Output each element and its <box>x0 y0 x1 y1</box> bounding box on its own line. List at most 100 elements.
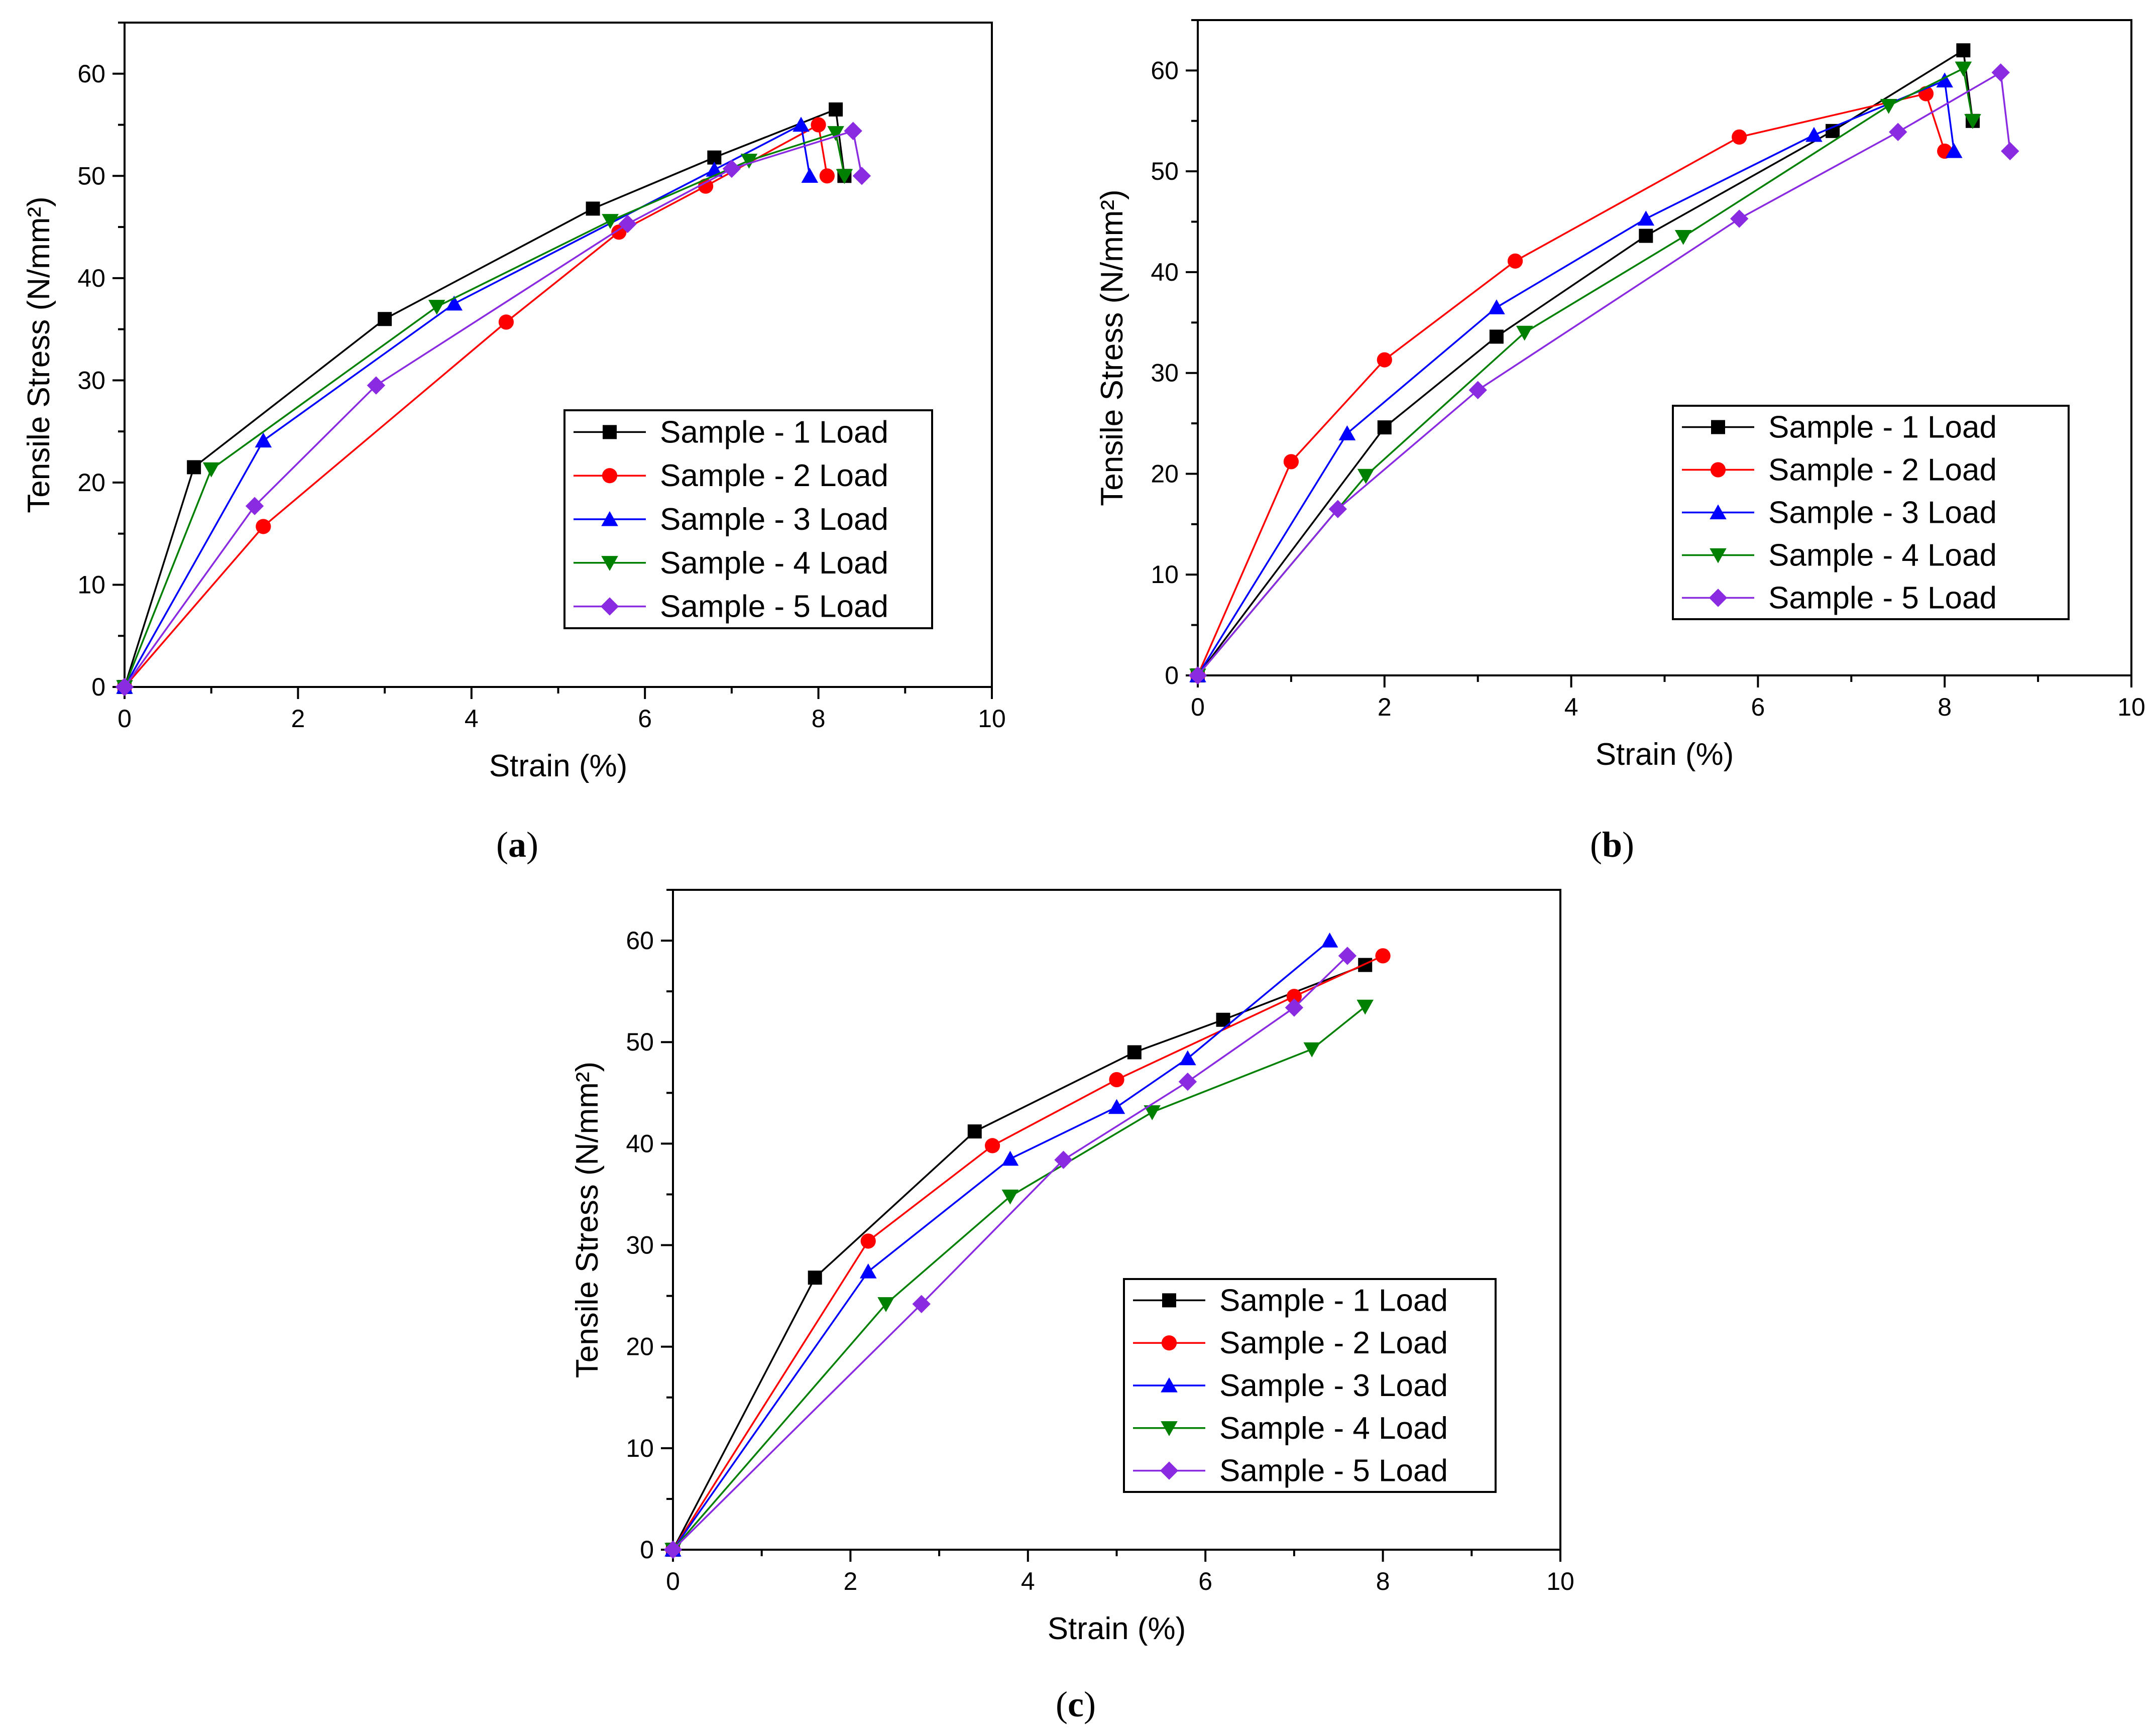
legend: Sample - 1 Load Sample - 2 Load Sample - 3… <box>1672 405 2070 620</box>
x-tick-label: 0 <box>666 1567 680 1595</box>
y-tick-label: 40 <box>77 264 105 292</box>
y-axis-label: Tensile Stress (N/mm²) <box>22 196 56 513</box>
data-point <box>2001 142 2019 161</box>
data-point <box>1488 299 1505 314</box>
data-point <box>1964 114 1981 129</box>
legend-marker <box>1161 1377 1178 1393</box>
data-point <box>1179 1050 1196 1066</box>
x-tick-label: 8 <box>1938 693 1952 721</box>
data-point <box>1144 1105 1161 1120</box>
x-tick-label: 6 <box>1751 693 1765 721</box>
legend: Sample - 1 Load Sample - 2 Load Sample - 3… <box>1123 1278 1497 1493</box>
data-point <box>1338 947 1357 965</box>
data-point <box>1956 43 1971 58</box>
y-tick-label: 20 <box>77 469 105 497</box>
data-point <box>829 102 843 117</box>
data-point <box>792 117 810 132</box>
data-point <box>1637 210 1655 226</box>
data-point <box>256 519 271 534</box>
y-tick-label: 50 <box>77 162 105 190</box>
data-point <box>819 168 835 184</box>
data-point <box>1357 469 1375 484</box>
data-point <box>1639 228 1653 243</box>
data-point <box>1880 98 1897 114</box>
chart-panel-c: 0 2 4 6 8 10 0 10 20 30 40 50 60 Strain (%) Tensile St… <box>570 889 1574 1724</box>
legend-entry: Sample - 1 Load <box>1219 1283 1448 1318</box>
x-tick-label: 2 <box>843 1567 857 1595</box>
series-5 <box>1188 63 2019 685</box>
y-tick-label: 30 <box>626 1231 654 1259</box>
legend-entry: Sample - 4 Load <box>660 546 888 581</box>
data-point <box>1936 72 1953 88</box>
legend-marker <box>1710 504 1727 520</box>
legend-marker <box>1709 589 1728 607</box>
data-point <box>1805 127 1823 142</box>
x-tick-label: 10 <box>1546 1567 1574 1595</box>
data-point <box>187 460 201 475</box>
data-point <box>378 312 392 326</box>
y-tick-label: 50 <box>626 1028 654 1056</box>
legend-marker <box>1161 1335 1177 1351</box>
x-axis-label: Strain (%) <box>1048 1611 1186 1646</box>
series-4 <box>116 126 853 696</box>
y-tick-label: 50 <box>1151 157 1179 185</box>
data-point <box>1358 958 1373 972</box>
y-tick-label: 0 <box>91 673 105 701</box>
data-point <box>1303 1042 1321 1058</box>
legend-marker <box>1710 462 1726 478</box>
data-point <box>852 167 871 185</box>
data-point <box>1375 948 1391 964</box>
data-point <box>1283 454 1299 470</box>
data-point <box>912 1295 931 1313</box>
data-point <box>663 1540 683 1559</box>
series-line <box>672 955 1348 1551</box>
x-tick-label: 8 <box>1376 1567 1390 1595</box>
legend-marker <box>602 468 618 484</box>
data-point <box>985 1138 1000 1153</box>
x-tick-label: 10 <box>2117 693 2145 721</box>
data-point <box>1285 998 1304 1017</box>
data-point <box>1507 253 1523 269</box>
data-point <box>1468 381 1487 400</box>
legend-marker <box>601 511 618 526</box>
y-axis-label: Tensile Stress (N/mm²) <box>570 1062 605 1378</box>
data-point <box>1108 1099 1125 1114</box>
data-point <box>428 300 445 315</box>
series-line <box>672 1006 1366 1551</box>
data-point <box>836 169 853 184</box>
x-tick-label: 2 <box>1378 693 1392 721</box>
legend-entry: Sample - 2 Load <box>1768 453 1997 488</box>
data-point <box>202 462 220 478</box>
y-tick-label: 40 <box>1151 258 1179 286</box>
y-tick-label: 20 <box>626 1333 654 1361</box>
data-point <box>877 1297 894 1312</box>
data-point <box>811 117 826 133</box>
data-point <box>801 168 819 183</box>
data-point <box>1516 325 1533 341</box>
data-point <box>827 126 844 141</box>
legend: Sample - 1 Load Sample - 2 Load Sample - 3… <box>563 409 933 629</box>
y-tick-label: 0 <box>1165 661 1179 689</box>
data-point <box>859 1263 877 1279</box>
legend-entry: Sample - 4 Load <box>1219 1411 1448 1446</box>
legend-marker <box>603 425 617 439</box>
legend-entry: Sample - 3 Load <box>660 502 888 537</box>
data-point <box>1945 143 1963 158</box>
data-point <box>1054 1150 1073 1169</box>
data-point <box>722 159 741 178</box>
panel-label: (a) <box>496 825 538 865</box>
x-tick-label: 6 <box>1198 1567 1212 1595</box>
legend-marker <box>1710 548 1727 563</box>
legend-entry: Sample - 3 Load <box>1219 1368 1448 1403</box>
legend-marker <box>1711 420 1725 434</box>
data-point <box>698 178 714 194</box>
data-point <box>1328 500 1347 518</box>
x-tick-label: 0 <box>1191 693 1205 721</box>
legend-entry: Sample - 1 Load <box>660 415 888 449</box>
legend-marker <box>1160 1461 1179 1480</box>
series-5 <box>115 122 871 697</box>
series-line <box>672 964 1366 1550</box>
legend-entry: Sample - 5 Load <box>1219 1454 1448 1488</box>
data-point <box>498 314 514 330</box>
